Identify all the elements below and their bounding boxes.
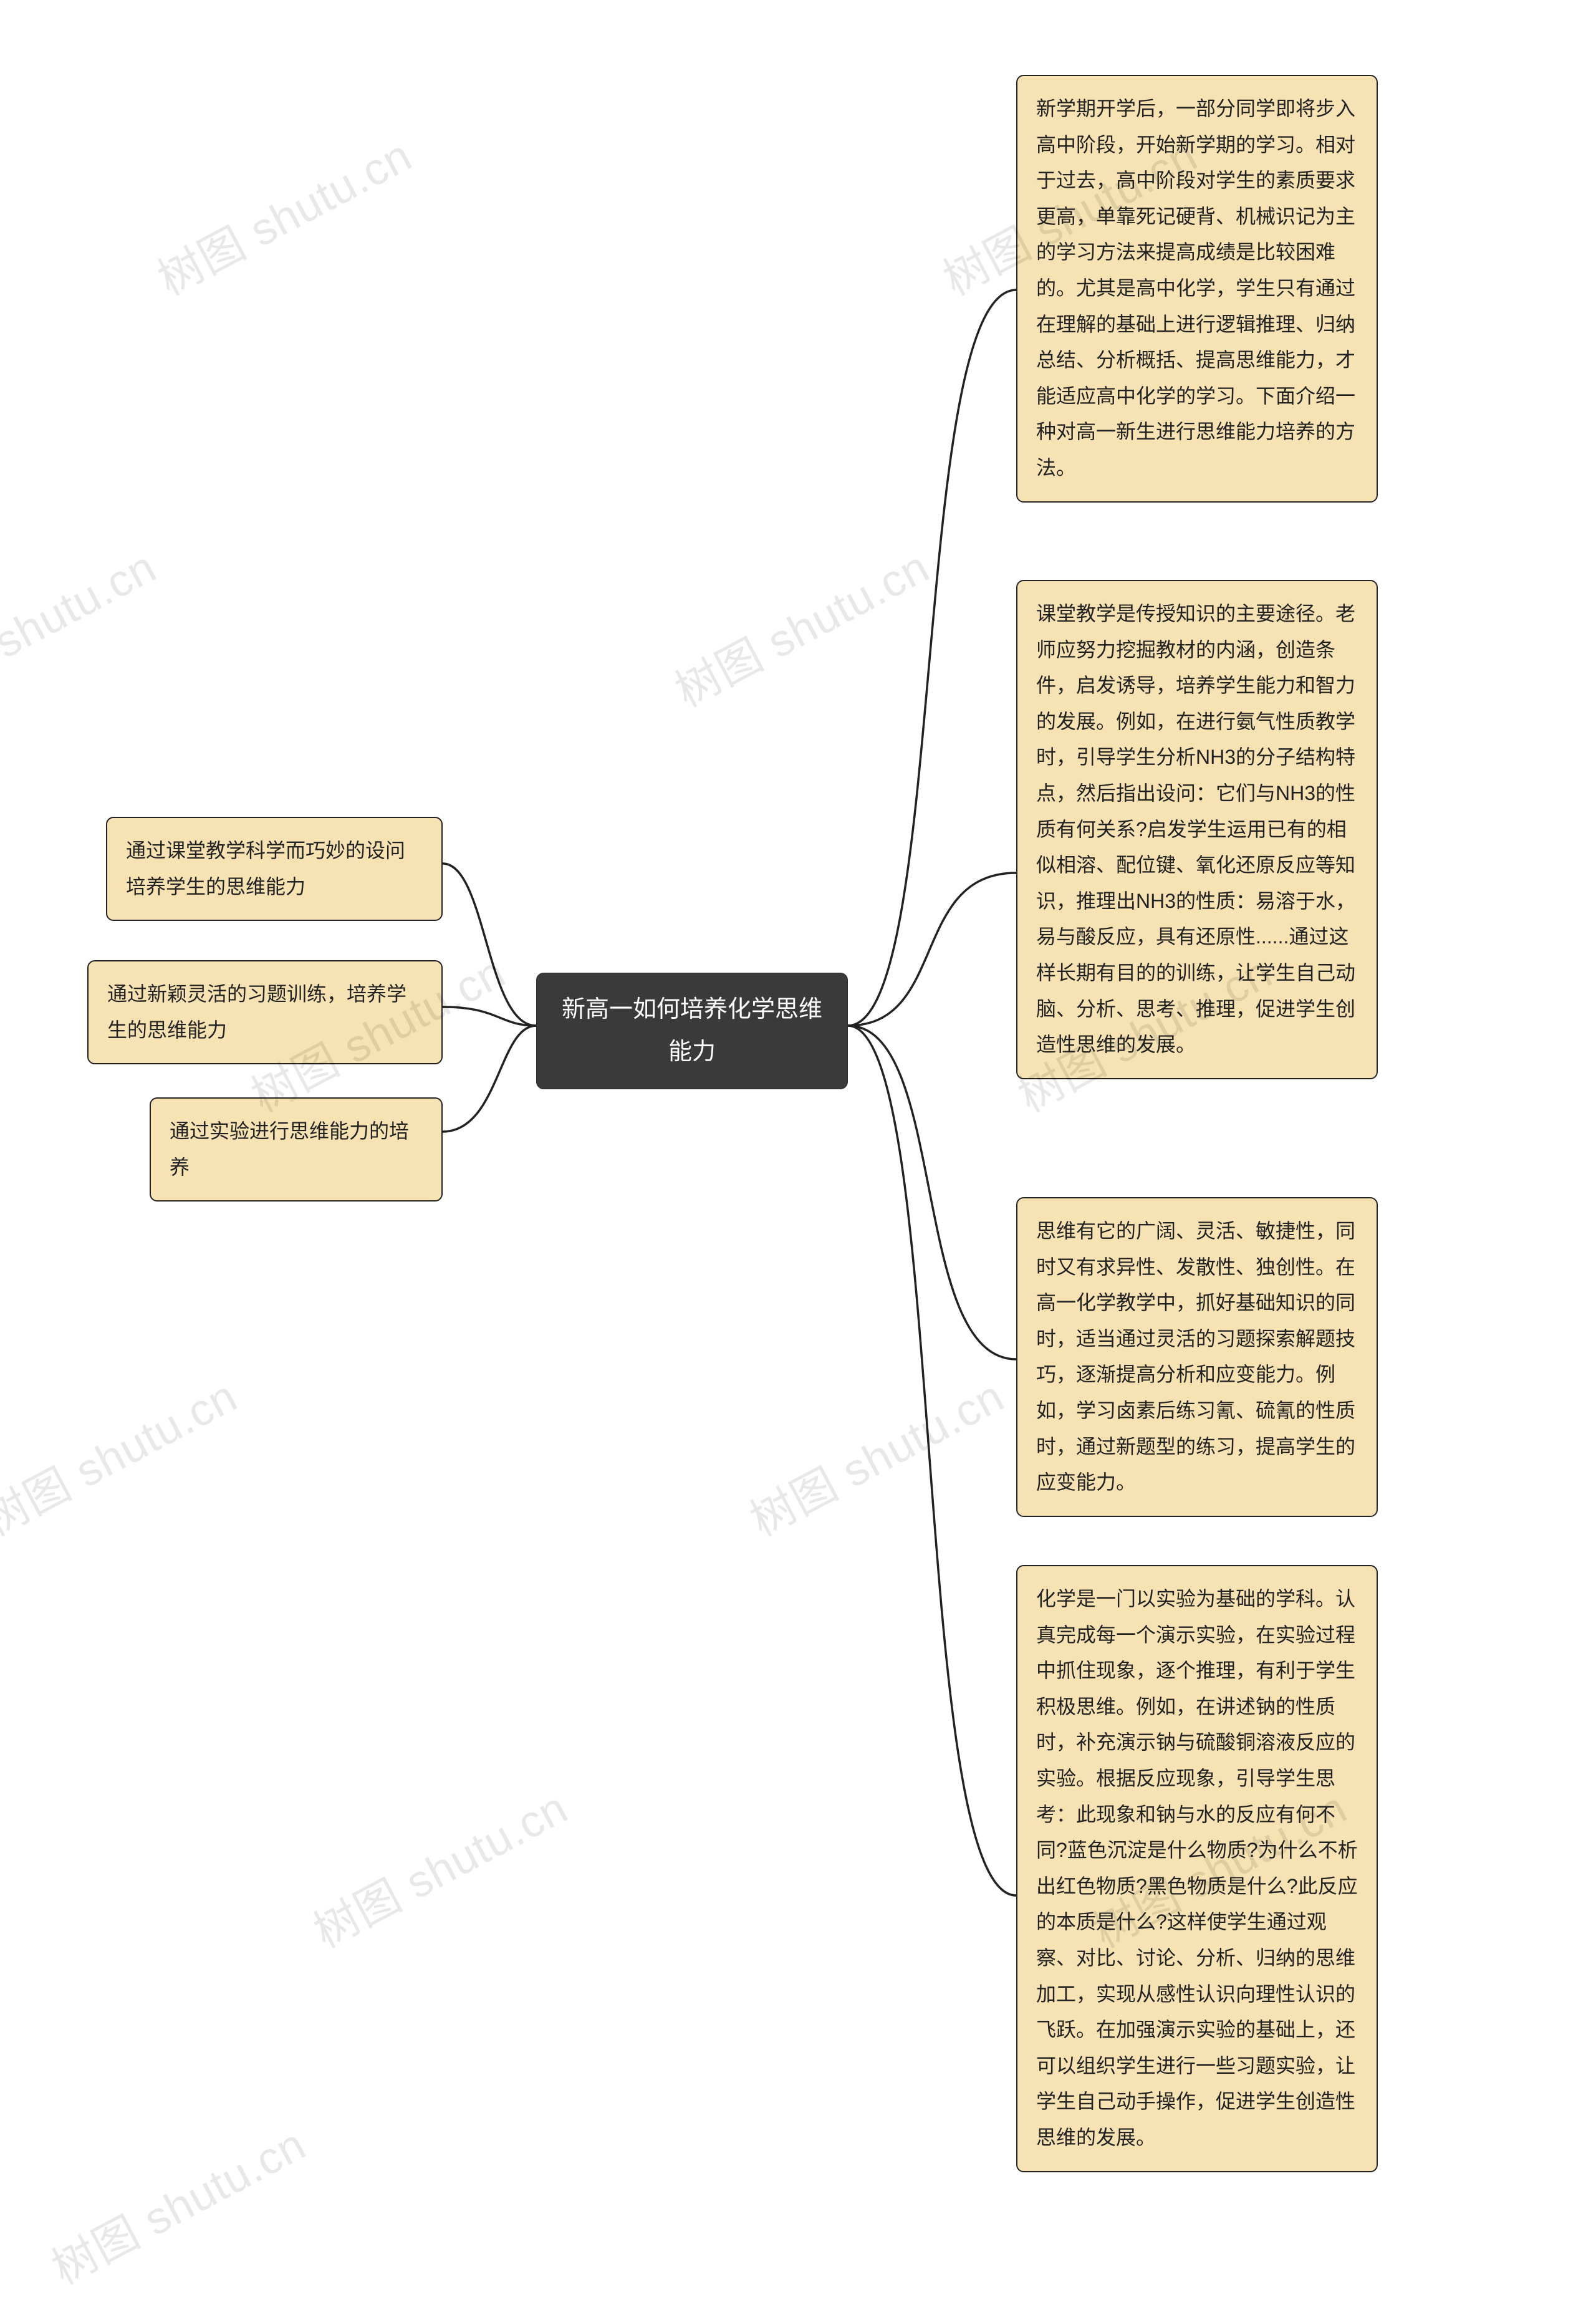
watermark: 树图 shutu.cn	[662, 531, 939, 720]
mindmap-canvas: 新高一如何培养化学思维能力 通过课堂教学科学而巧妙的设问培养学生的思维能力 通过…	[0, 0, 1596, 2207]
watermark: 树图 shutu.cn	[737, 1360, 1014, 1549]
left-node-2-text: 通过新颖灵活的习题训练，培养学生的思维能力	[107, 983, 406, 1041]
watermark: 树图 shutu.cn	[0, 531, 166, 720]
right-node-3[interactable]: 思维有它的广阔、灵活、敏捷性，同时又有求异性、发散性、独创性。在高一化学教学中，…	[1016, 1197, 1378, 1517]
left-node-3-text: 通过实验进行思维能力的培养	[170, 1120, 409, 1178]
connector-l1	[443, 864, 536, 1026]
right-node-2[interactable]: 课堂教学是传授知识的主要途径。老师应努力挖掘教材的内涵，创造条件，启发诱导，培养…	[1016, 580, 1378, 1079]
left-node-1-text: 通过课堂教学科学而巧妙的设问培养学生的思维能力	[126, 839, 405, 898]
watermark: 树图 shutu.cn	[145, 119, 421, 308]
right-node-2-text: 课堂教学是传授知识的主要途径。老师应努力挖掘教材的内涵，创造条件，启发诱导，培养…	[1036, 602, 1355, 1056]
center-node[interactable]: 新高一如何培养化学思维能力	[536, 973, 848, 1089]
right-node-4-text: 化学是一门以实验为基础的学科。认真完成每一个演示实验，在实验过程中抓住现象，逐个…	[1036, 1587, 1358, 2149]
connector-l3	[443, 1026, 536, 1132]
watermark: 树图 shutu.cn	[39, 2108, 315, 2297]
connector-r1	[848, 290, 1016, 1026]
connector-r3	[848, 1026, 1016, 1359]
right-node-4[interactable]: 化学是一门以实验为基础的学科。认真完成每一个演示实验，在实验过程中抓住现象，逐个…	[1016, 1565, 1378, 2172]
right-node-3-text: 思维有它的广阔、灵活、敏捷性，同时又有求异性、发散性、独创性。在高一化学教学中，…	[1036, 1220, 1355, 1493]
watermark: 树图 shutu.cn	[300, 1771, 577, 1960]
right-node-1-text: 新学期开学后，一部分同学即将步入高中阶段，开始新学期的学习。相对于过去，高中阶段…	[1036, 97, 1355, 479]
left-node-1[interactable]: 通过课堂教学科学而巧妙的设问培养学生的思维能力	[106, 817, 443, 921]
connector-r4	[848, 1026, 1016, 1895]
right-node-1[interactable]: 新学期开学后，一部分同学即将步入高中阶段，开始新学期的学习。相对于过去，高中阶段…	[1016, 75, 1378, 503]
center-title: 新高一如何培养化学思维能力	[562, 996, 822, 1065]
left-node-3[interactable]: 通过实验进行思维能力的培养	[150, 1097, 443, 1201]
connector-r2	[848, 873, 1016, 1026]
watermark: 树图 shutu.cn	[0, 1360, 247, 1549]
connector-l2	[443, 1007, 536, 1026]
left-node-2[interactable]: 通过新颖灵活的习题训练，培养学生的思维能力	[87, 960, 443, 1064]
